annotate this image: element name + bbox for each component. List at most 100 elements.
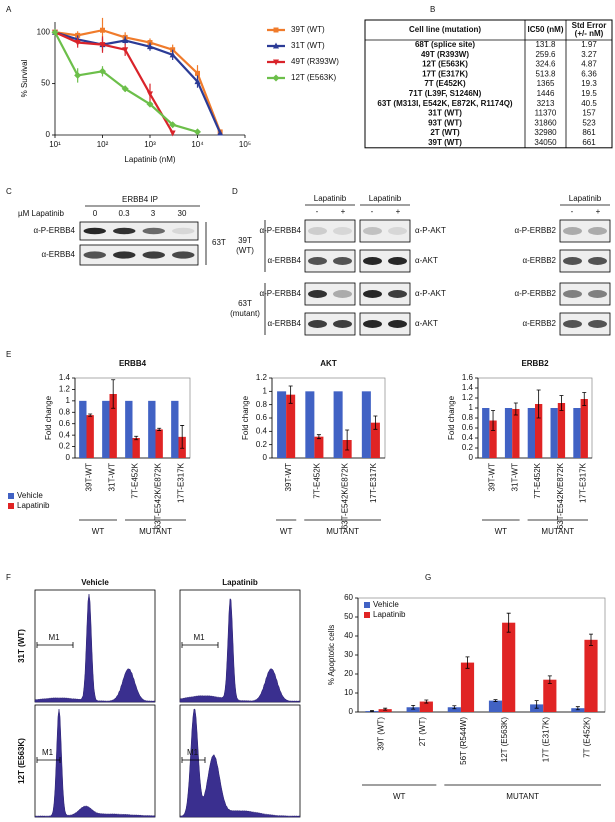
gate-marker — [36, 757, 61, 763]
bar — [527, 408, 535, 458]
x-tick-label: 17T-E317K — [177, 462, 186, 503]
histogram-frame — [34, 704, 156, 818]
blot-frame — [359, 282, 411, 306]
gate-label: M1 — [42, 748, 54, 757]
bar — [378, 709, 392, 712]
data-point — [195, 70, 200, 76]
blot-row-label: α-ERBB4 — [267, 256, 301, 265]
band — [563, 257, 582, 265]
bar — [419, 701, 433, 712]
blot-row-label: α-AKT — [415, 319, 438, 328]
table-cell: 19.3 — [581, 79, 597, 88]
table-cell: 259.6 — [535, 50, 556, 59]
data-point — [99, 42, 106, 49]
y-tick-label: 0.4 — [59, 430, 71, 439]
bar — [543, 679, 557, 712]
x-tick-label: 17T-E317K — [579, 462, 588, 503]
y-tick-label: 1.2 — [256, 373, 268, 382]
bar — [86, 415, 94, 458]
y-tick-label: 10 — [344, 688, 353, 697]
y-tick-label: 1 — [469, 403, 474, 412]
histogram — [34, 708, 156, 818]
legend-label: Vehicle — [17, 491, 43, 500]
x-tick-label: 63T-E542K/E872K — [341, 462, 350, 529]
y-tick-label: 0 — [46, 130, 51, 139]
blot-frame — [559, 219, 611, 243]
x-tick-label: 10¹ — [49, 140, 61, 149]
y-tick-label: 1.2 — [59, 385, 71, 394]
error-bar — [383, 707, 388, 711]
error-bar — [411, 704, 416, 710]
error-bar — [111, 379, 116, 409]
group-label: WT — [393, 792, 406, 801]
y-tick-label: 60 — [344, 593, 353, 602]
bar — [155, 429, 163, 458]
table-frame — [364, 19, 613, 149]
x-tick-label: 17T (E317K) — [541, 717, 550, 763]
y-tick-label: 0.6 — [59, 419, 71, 428]
blot-frame — [79, 221, 199, 241]
y-tick-label: 40 — [344, 631, 353, 640]
table-cell: 49T (R393W) — [421, 50, 469, 59]
table-cell: 6.36 — [581, 69, 597, 78]
table-cell: 2T (WT) — [430, 128, 460, 137]
y-tick-label: 1 — [263, 386, 268, 395]
error-bar — [575, 706, 580, 711]
blot-frame — [559, 282, 611, 306]
table-cell: 3213 — [537, 99, 555, 108]
table-header: (+/- nM) — [575, 29, 604, 38]
blot-title: ERBB4 IP — [122, 195, 158, 204]
bar — [148, 400, 156, 458]
column-title: Vehicle — [81, 578, 109, 587]
table-cell: 39T (WT) — [428, 138, 462, 147]
table-cell: 1.97 — [581, 40, 597, 49]
y-tick-label: 0.4 — [462, 433, 474, 442]
panel-label: D — [232, 187, 238, 196]
blot-row-label: α-P-AKT — [415, 226, 446, 235]
table-cell: 1446 — [537, 89, 555, 98]
x-tick-label: 31T-WT — [108, 463, 117, 492]
table-header: Cell line (mutation) — [409, 25, 481, 34]
y-tick-label: 1.4 — [462, 383, 474, 392]
band — [333, 257, 352, 265]
x-tick-label: 10⁵ — [239, 140, 251, 149]
panel-label: B — [430, 5, 435, 14]
blot-row-label: α-AKT — [415, 256, 438, 265]
legend-marker — [273, 27, 279, 33]
dose: 30 — [178, 209, 187, 218]
y-axis-label: Fold change — [241, 395, 250, 440]
bar — [502, 622, 516, 712]
y-tick-label: 0.2 — [462, 443, 474, 452]
x-tick-label: 12T (E563K) — [500, 717, 509, 763]
group-label: MUTANT — [506, 792, 539, 801]
table-cell: 40.5 — [581, 99, 597, 108]
band — [563, 320, 582, 328]
bar — [580, 399, 588, 458]
band — [363, 290, 382, 298]
band — [142, 227, 165, 235]
bar — [482, 408, 490, 458]
blot-frame — [359, 219, 411, 243]
legend-swatch — [8, 503, 14, 509]
bar — [333, 391, 343, 458]
y-tick-label: 1.6 — [462, 373, 474, 382]
chart-title: AKT — [320, 359, 337, 368]
cell-line-label: 63T — [212, 238, 226, 247]
error-bar — [513, 402, 518, 416]
table-cell: 7T (E452K) — [424, 79, 466, 88]
table-cell: 661 — [582, 138, 596, 147]
blot-row-label: α-ERBB2 — [522, 256, 556, 265]
x-tick-label: 10⁴ — [191, 140, 204, 149]
x-axis-label: Lapatinib (nM) — [124, 155, 175, 164]
blot-frame — [304, 249, 356, 273]
error-bar — [373, 415, 378, 430]
x-tick-label: 10² — [97, 140, 109, 149]
table-cell: 93T (WT) — [428, 118, 462, 127]
legend-label: Lapatinib — [373, 610, 406, 619]
error-bar — [534, 700, 539, 709]
band — [588, 290, 607, 298]
table-cell: 157 — [582, 109, 596, 118]
y-tick-label: 0.8 — [256, 400, 268, 409]
lane-label: - — [316, 207, 319, 216]
table-header: Std Error — [572, 21, 607, 30]
